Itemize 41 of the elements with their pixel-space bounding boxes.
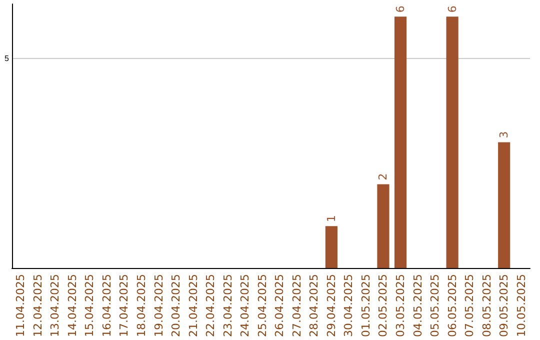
x-tick-label: 18.04.2025 bbox=[135, 274, 148, 338]
x-tick-label: 10.05.2025 bbox=[514, 274, 528, 338]
data-label: 3 bbox=[498, 131, 511, 138]
x-tick-label: 01.05.2025 bbox=[359, 274, 372, 338]
x-tick-label: 23.04.2025 bbox=[221, 274, 234, 338]
x-tick-label: 15.04.2025 bbox=[83, 274, 96, 338]
x-tick-label: 04.05.2025 bbox=[411, 274, 424, 338]
x-tick-label: 28.04.2025 bbox=[308, 274, 321, 338]
y-tick-label: 5 bbox=[4, 54, 10, 63]
x-tick-label: 12.04.2025 bbox=[31, 274, 44, 338]
x-tick-label: 08.05.2025 bbox=[480, 274, 494, 338]
x-tick-label: 26.04.2025 bbox=[273, 274, 286, 338]
data-label: 1 bbox=[324, 215, 338, 222]
x-tick-label: 20.04.2025 bbox=[170, 274, 183, 338]
data-label: 6 bbox=[394, 6, 407, 13]
x-tick-label: 27.04.2025 bbox=[290, 274, 304, 338]
x-tick-label: 07.05.2025 bbox=[463, 274, 476, 338]
x-tick-label: 17.04.2025 bbox=[118, 274, 131, 338]
x-tick-label: 09.05.2025 bbox=[498, 274, 511, 338]
x-tick-label: 02.05.2025 bbox=[376, 274, 390, 338]
x-tick-label: 21.04.2025 bbox=[186, 274, 200, 338]
x-tick-label: 11.04.2025 bbox=[14, 274, 28, 338]
bar bbox=[394, 16, 407, 268]
bar bbox=[377, 184, 390, 268]
x-tick-label: 16.04.2025 bbox=[100, 274, 114, 338]
x-tick-label: 03.05.2025 bbox=[394, 274, 407, 338]
bar bbox=[498, 142, 510, 268]
x-tick-label: 25.04.2025 bbox=[256, 274, 269, 338]
x-tick-label: 05.05.2025 bbox=[428, 274, 442, 338]
x-tick-label: 19.04.2025 bbox=[152, 274, 166, 338]
x-tick-label: 22.04.2025 bbox=[204, 274, 218, 338]
data-label: 6 bbox=[446, 6, 459, 13]
x-tick-label: 24.04.2025 bbox=[238, 274, 252, 338]
x-tick-label: 29.04.2025 bbox=[324, 274, 338, 338]
bar bbox=[325, 226, 338, 268]
x-tick-label: 06.05.2025 bbox=[446, 274, 459, 338]
bar bbox=[446, 16, 458, 268]
data-label: 2 bbox=[376, 173, 390, 180]
x-tick-label: 14.04.2025 bbox=[66, 274, 79, 338]
x-tick-label: 30.04.2025 bbox=[342, 274, 356, 338]
x-tick-label: 13.04.2025 bbox=[48, 274, 62, 338]
